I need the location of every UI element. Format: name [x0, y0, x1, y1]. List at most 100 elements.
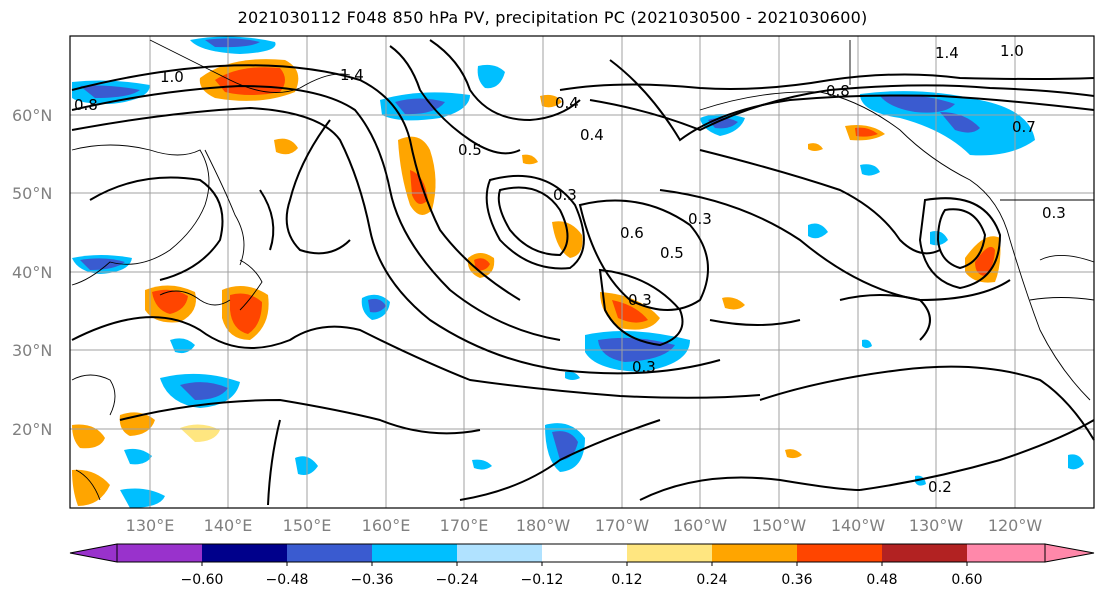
contour-label: 0.3	[553, 186, 577, 204]
shade-pos	[612, 300, 648, 323]
lon-label: 120°W	[988, 516, 1043, 535]
shade-neg	[860, 164, 880, 176]
shade-pos	[152, 289, 188, 314]
colorbar-ticks	[201, 562, 968, 566]
shade-neg	[552, 431, 578, 460]
longitude-labels: 130°E 140°E 150°E 160°E 170°E 180°W 170°…	[126, 516, 1043, 535]
lon-label: 150°W	[752, 516, 807, 535]
map-panel: 1.4 1.0 0.8 1.4 1.0 0.4 0.4 0.3 0.3 0.5 …	[69, 35, 1095, 509]
colorbar-segment	[542, 544, 627, 562]
shade-neg	[477, 64, 505, 89]
contour-label: 1.0	[1000, 42, 1024, 60]
shade-pos	[72, 469, 110, 506]
contour-label: 0.3	[632, 358, 656, 376]
contour-label: 0.3	[688, 210, 712, 228]
lon-label: 180°W	[516, 516, 571, 535]
lon-label: 140°W	[831, 516, 886, 535]
contour-label: 0.5	[458, 141, 482, 159]
contour-label: 0.3	[628, 291, 652, 309]
lon-label: 140°E	[204, 516, 253, 535]
shade-neg	[808, 223, 828, 239]
colorbar-tick-label: −0.24	[436, 572, 479, 588]
colorbar-segment	[712, 544, 797, 562]
shade-neg	[80, 85, 140, 98]
colorbar-tick-label: 0.36	[781, 572, 812, 588]
colorbar-segment	[627, 544, 712, 562]
lon-label: 160°E	[362, 516, 411, 535]
colorbar-tick-label: −0.12	[521, 572, 564, 588]
shade-neg	[565, 371, 580, 380]
shade-pos	[785, 449, 802, 459]
shade-neg	[368, 298, 386, 313]
colorbar-extend-low	[69, 543, 118, 563]
colorbar-segment	[117, 544, 202, 562]
shade-neg	[180, 382, 228, 400]
shaded-precip-regions	[72, 36, 1084, 508]
shade-neg	[862, 339, 872, 348]
lon-label: 130°W	[909, 516, 964, 535]
lon-label: 150°E	[283, 516, 332, 535]
colorbar-tick-labels: −0.60 −0.48 −0.36 −0.24 −0.12 0.12 0.24 …	[181, 572, 983, 588]
shade-pos	[72, 424, 105, 449]
lat-label: 40°N	[12, 263, 52, 282]
contour-label: 0.4	[580, 126, 604, 144]
map-border	[69, 35, 1095, 509]
contour-label: 0.5	[660, 244, 684, 262]
contour-label: 1.0	[160, 68, 184, 86]
colorbar-segment	[797, 544, 882, 562]
shade-pos	[274, 138, 298, 155]
shade-pos	[230, 293, 262, 334]
contour-labels: 1.4 1.0 0.8 1.4 1.0 0.4 0.4 0.3 0.3 0.5 …	[74, 42, 1066, 496]
contour-label: 0.7	[1012, 118, 1036, 136]
shade-pos	[722, 297, 745, 310]
lon-label: 160°W	[673, 516, 728, 535]
lon-label: 170°E	[440, 516, 489, 535]
colorbar-segment	[202, 544, 287, 562]
contour-label: 0.4	[555, 94, 579, 112]
colorbar-segment	[372, 544, 457, 562]
contour-label: 0.3	[1042, 204, 1066, 222]
shade-pos	[522, 154, 538, 165]
lat-label: 50°N	[12, 184, 52, 203]
lat-label: 20°N	[12, 420, 52, 439]
shade-neg	[205, 38, 260, 48]
shade-neg	[540, 94, 562, 108]
lat-label: 30°N	[12, 341, 52, 360]
colorbar-tick-label: −0.60	[181, 572, 224, 588]
lat-label: 60°N	[12, 106, 52, 125]
shade-pos	[855, 127, 878, 137]
coastlines	[71, 39, 1095, 501]
shade-pos	[474, 258, 490, 271]
colorbar-tick-label: 0.12	[611, 572, 642, 588]
shade-neg	[472, 459, 492, 470]
contour-label: 1.4	[340, 66, 364, 84]
shade-neg	[124, 448, 152, 465]
colorbar-segment	[882, 544, 967, 562]
contour-label: 0.6	[620, 224, 644, 242]
shade-pos	[410, 170, 428, 204]
shade-neg	[395, 98, 445, 115]
lon-label: 130°E	[126, 516, 175, 535]
graticule	[70, 36, 1094, 508]
colorbar-tick-label: 0.60	[951, 572, 982, 588]
colorbar-tick-label: 0.48	[866, 572, 897, 588]
shade-pos	[215, 67, 285, 95]
contour-label: 1.4	[935, 44, 959, 62]
colorbar-segment	[457, 544, 542, 562]
colorbar-frame	[116, 543, 1046, 563]
colorbar-extend-high	[1044, 543, 1095, 563]
colorbar: −0.60 −0.48 −0.36 −0.24 −0.12 0.12 0.24 …	[69, 543, 1095, 588]
shade-neg	[940, 112, 980, 133]
shade-neg	[1068, 454, 1084, 470]
shade-neg	[80, 258, 125, 270]
shade-pos	[975, 246, 995, 276]
shade-pos	[808, 143, 823, 151]
colorbar-tick-label: 0.24	[696, 572, 727, 588]
plot-title: 2021030112 F048 850 hPa PV, precipitatio…	[237, 8, 868, 27]
shade-neg	[120, 488, 165, 508]
colorbar-tick-label: −0.36	[351, 572, 394, 588]
contour-label: 0.8	[826, 82, 850, 100]
lon-label: 170°W	[595, 516, 650, 535]
contour-label: 0.8	[74, 96, 98, 114]
